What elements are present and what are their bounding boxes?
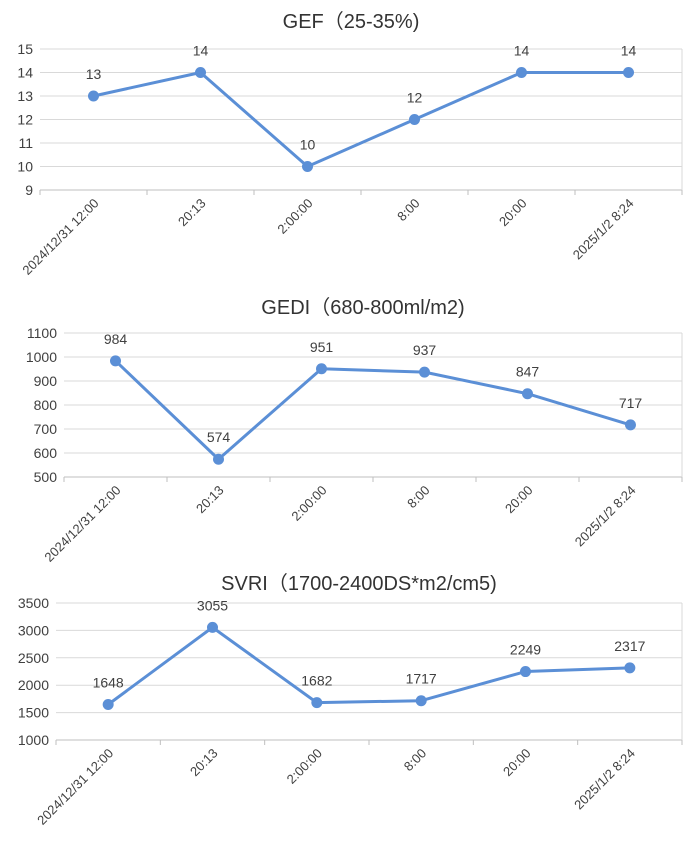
data-label: 951	[310, 339, 334, 355]
y-tick-label: 2000	[18, 677, 49, 693]
x-tick-label: 2:00:00	[288, 483, 329, 524]
series-line	[114, 359, 631, 461]
y-tick-label: 14	[17, 65, 33, 81]
y-tick-label: 9	[25, 182, 33, 198]
data-point	[419, 366, 430, 378]
y-tick-label: 1000	[18, 732, 49, 748]
x-tick-label: 2:00:00	[274, 196, 315, 237]
y-tick-label: 500	[34, 469, 58, 485]
y-tick-label: 600	[34, 445, 58, 461]
x-tick-label: 20:00	[502, 483, 536, 517]
chart-title: GEF（25-35%)	[283, 10, 420, 33]
x-tick-label: 2025/1/2 8:24	[570, 196, 637, 263]
data-point	[195, 67, 206, 78]
series-line	[93, 71, 629, 168]
data-label: 984	[104, 331, 128, 347]
chart-1: GEDI（680-800ml/m2) 500 600 700 800 900 1000 110…	[26, 296, 683, 565]
data-label: 717	[619, 395, 643, 411]
x-tick-label: 8:00	[401, 746, 430, 775]
y-tick-label: 800	[34, 397, 58, 413]
data-point	[110, 355, 121, 367]
y-tick-label: 15	[17, 41, 33, 57]
y-tick-label: 3000	[18, 622, 49, 638]
x-tick-label: 2025/1/2 8:24	[571, 746, 638, 813]
x-tick-label: 20:13	[187, 746, 221, 780]
y-tick-label: 2500	[18, 650, 49, 666]
data-point	[311, 697, 323, 709]
y-tick-label: 10	[17, 159, 33, 175]
y-tick-label: 13	[17, 88, 33, 104]
x-tick-label: 2024/12/31 12:00	[19, 196, 101, 278]
data-label: 3055	[197, 597, 228, 613]
data-point	[415, 695, 427, 707]
chart-title: GEDI（680-800ml/m2)	[261, 296, 464, 319]
y-tick-label: 1000	[26, 349, 57, 365]
data-point	[302, 161, 313, 172]
data-label: 10	[300, 137, 316, 153]
data-point	[213, 453, 224, 465]
data-point	[88, 90, 99, 102]
x-tick-label: 8:00	[394, 196, 423, 225]
data-point	[409, 114, 420, 125]
x-tick-label: 2024/12/31 12:00	[41, 483, 123, 565]
data-point	[316, 363, 327, 375]
chart-0: GEF（25-35%) 9 10 11 12 13 14 15 2024/12/31 12:00…	[17, 10, 683, 278]
x-tick-label: 20:00	[500, 746, 534, 780]
x-tick-label: 2024/12/31 12:00	[34, 746, 116, 828]
y-tick-label: 11	[18, 135, 33, 151]
data-label: 12	[407, 90, 423, 106]
data-label: 14	[193, 43, 209, 59]
data-label: 14	[621, 43, 637, 59]
series-line	[107, 625, 630, 706]
data-label: 2317	[614, 638, 645, 654]
data-label: 1717	[406, 671, 437, 687]
chart-2: SVRI（1700-2400DS*m2/cm5) 1000 1500 2000 2500…	[18, 572, 683, 828]
data-point	[102, 698, 114, 710]
y-tick-label: 700	[34, 421, 58, 437]
data-label: 1682	[301, 673, 332, 689]
data-point	[207, 621, 218, 633]
data-point	[522, 388, 533, 400]
x-tick-label: 20:13	[175, 196, 209, 230]
data-point	[516, 67, 527, 78]
data-label: 574	[207, 429, 231, 445]
data-label: 937	[413, 342, 437, 358]
y-tick-label: 3500	[18, 595, 49, 611]
chart-title: SVRI（1700-2400DS*m2/cm5)	[221, 572, 497, 595]
data-label: 14	[514, 43, 530, 59]
data-point	[623, 67, 634, 78]
y-tick-label: 1100	[27, 325, 57, 341]
x-tick-label: 20:00	[496, 196, 530, 230]
data-label: 1648	[93, 674, 124, 690]
y-tick-label: 900	[34, 373, 58, 389]
data-point	[520, 666, 531, 678]
data-label: 847	[516, 364, 540, 380]
data-point	[624, 662, 636, 674]
data-label: 2249	[510, 642, 541, 658]
y-tick-label: 12	[17, 112, 33, 128]
x-tick-label: 8:00	[404, 483, 433, 512]
data-point	[625, 419, 636, 431]
data-label: 13	[86, 66, 102, 82]
y-tick-label: 1500	[18, 705, 49, 721]
x-tick-label: 2:00:00	[284, 746, 325, 787]
x-tick-label: 20:13	[193, 483, 227, 517]
x-tick-label: 2025/1/2 8:24	[572, 483, 639, 550]
